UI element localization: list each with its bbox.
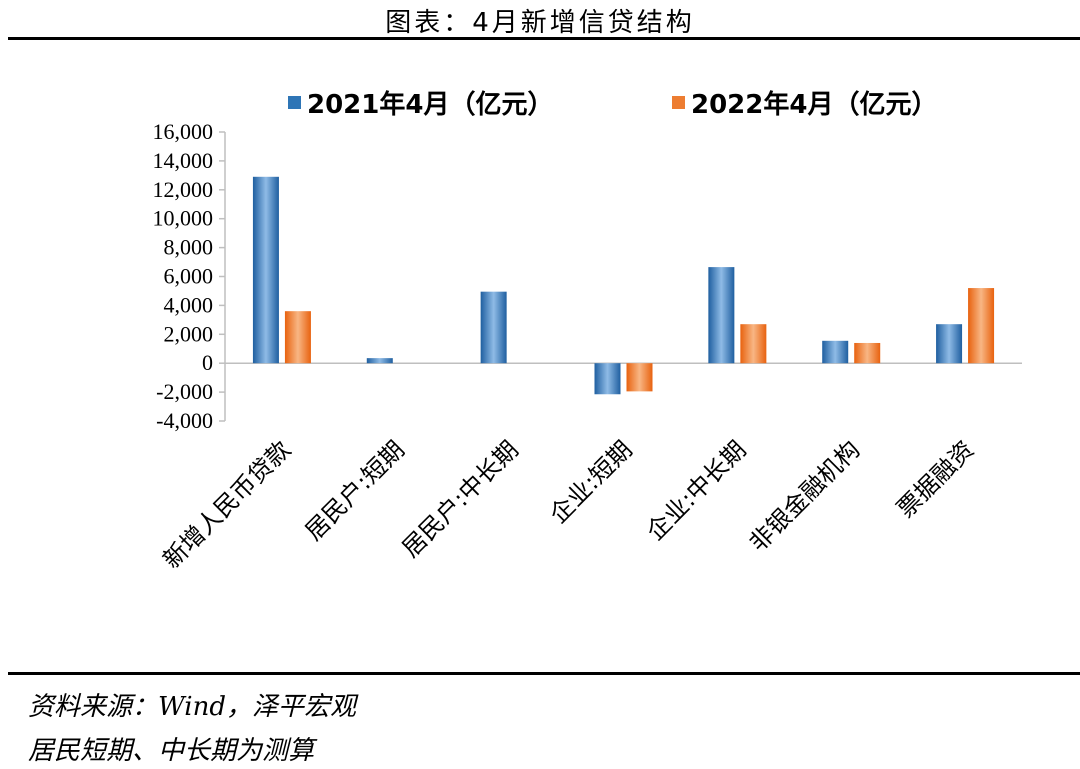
- y-tick-label: 14,000: [153, 148, 214, 173]
- bar-series1: [708, 267, 735, 364]
- bar-series2: [740, 324, 767, 364]
- legend-label-series1: 2021年4月（亿元）: [307, 90, 554, 120]
- bar-series1: [936, 324, 963, 364]
- bar-series1: [594, 363, 621, 395]
- y-tick-label: 2,000: [164, 321, 214, 346]
- calc-note: 居民短期、中长期为测算: [28, 736, 315, 766]
- x-tick-label: 新增人民币贷款: [158, 435, 297, 574]
- x-tick-label: 企业:短期: [544, 435, 637, 528]
- bar-series2: [968, 288, 995, 364]
- bar-series1: [480, 291, 507, 364]
- y-tick-label: 0: [202, 350, 213, 375]
- x-tick-label: 非银金融机构: [744, 435, 866, 557]
- bar-series2: [284, 311, 311, 364]
- bar-series1: [822, 340, 849, 364]
- legend-swatch-series1: [288, 96, 301, 109]
- chart-legend: 2021年4月（亿元） 2022年4月（亿元）: [0, 84, 1080, 121]
- bottom-rule: [8, 672, 1080, 675]
- top-rule: [8, 37, 1080, 40]
- x-tick-label: 企业:中长期: [641, 435, 751, 545]
- figure-title: 图表：4月新增信贷结构: [385, 8, 695, 38]
- legend-label-series2: 2022年4月（亿元）: [691, 90, 938, 120]
- legend-item-series2: 2022年4月（亿元）: [672, 84, 937, 121]
- bar-series1: [366, 358, 393, 364]
- y-tick-label: -2,000: [156, 379, 213, 404]
- y-tick-label: -4,000: [156, 408, 213, 433]
- x-tick-label: 居民户:短期: [300, 435, 410, 545]
- bar-series1: [252, 176, 279, 364]
- x-tick-label: 票据融资: [892, 435, 980, 523]
- y-tick-label: 6,000: [164, 264, 214, 289]
- y-tick-label: 4,000: [164, 292, 214, 317]
- y-tick-label: 16,000: [153, 119, 214, 144]
- y-tick-label: 10,000: [153, 206, 214, 231]
- bar-chart: 16,000 14,000 12,000 10,000 8,000 6,000 4,000 2…: [153, 119, 1022, 574]
- x-tick-label: 居民户:中长期: [397, 435, 524, 562]
- source-note: 资料来源：Wind，泽平宏观: [28, 692, 356, 722]
- bar-series2: [854, 342, 881, 364]
- legend-swatch-series2: [672, 96, 685, 109]
- legend-item-series1: 2021年4月（亿元）: [288, 84, 553, 121]
- bar-series2: [626, 363, 653, 392]
- y-tick-label: 8,000: [164, 235, 214, 260]
- y-tick-label: 12,000: [153, 177, 214, 202]
